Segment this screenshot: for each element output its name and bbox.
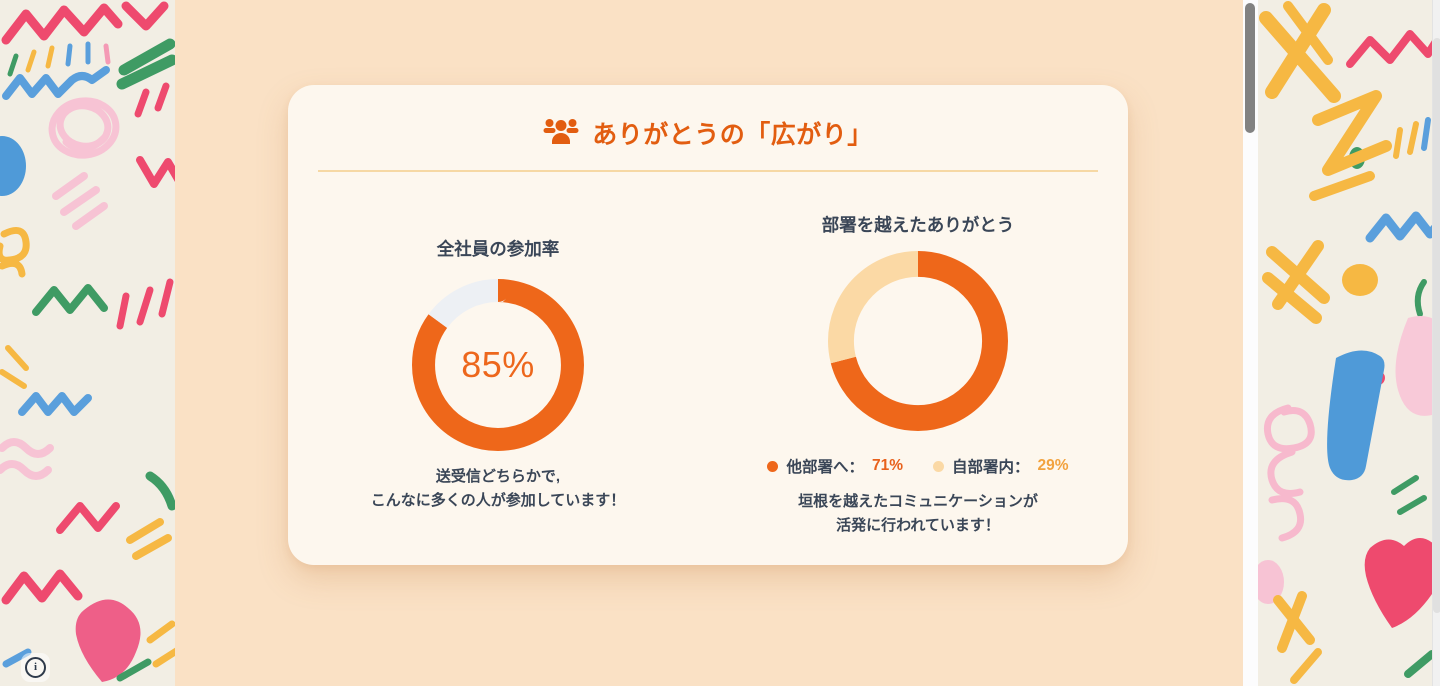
legend-label: 他部署へ： (786, 459, 864, 476)
legend-label: 自部署内： (952, 459, 1030, 476)
info-button[interactable]: i (21, 653, 50, 682)
donut-ring-cross-department (828, 251, 1008, 431)
outer-scrollbar-track[interactable] (1432, 0, 1440, 686)
legend-value: 29% (1037, 457, 1069, 474)
chart-title-cross-department: 部署を越えたありがとう (821, 215, 1015, 235)
page-title: ありがとうの「広がり」 (592, 121, 873, 149)
cross-department-chart-block: 部署を越えたありがとう 他部署へ： 71% 自部署内： 2 (708, 172, 1128, 538)
info-icon: i (25, 657, 46, 678)
caption-participation: 送受信どちらかで, こんなに多くの人が参加しています！ (370, 468, 626, 509)
donut-center-label: 85% (461, 344, 535, 385)
legend-dot-own-department (933, 460, 944, 472)
doodle-pattern-right (1258, 0, 1432, 686)
report-card: ありがとうの「広がり」 全社員の参加率 85% 送受信どちらかで, こんなに多く… (288, 85, 1128, 565)
chart-title-participation: 全社員の参加率 (436, 239, 560, 259)
legend-dot-other-departments (767, 460, 779, 472)
legend-value: 71% (871, 457, 903, 474)
doodle-art-left (0, 1, 175, 682)
groups-icon (543, 118, 579, 149)
doodle-art-right (1258, 1, 1432, 684)
doodle-pattern-left (0, 0, 175, 686)
donut-chart-participation: 85% (412, 279, 584, 451)
outer-scrollbar-thumb[interactable] (1433, 38, 1440, 613)
donut-ring-participation (412, 279, 584, 451)
card-header: ありがとうの「広がり」 (288, 85, 1128, 151)
donut-chart-cross-department (828, 251, 1008, 431)
participation-chart-block: 全社員の参加率 85% 送受信どちらかで, こんなに多くの人が参加しています！ (288, 172, 708, 538)
charts-row: 全社員の参加率 85% 送受信どちらかで, こんなに多くの人が参加しています！ … (288, 172, 1128, 538)
inner-scrollbar-track[interactable] (1243, 0, 1258, 686)
legend-item-other-departments: 他部署へ： 71% (767, 455, 903, 477)
chart-legend: 他部署へ： 71% 自部署内： 29% (767, 455, 1069, 477)
content-area: ありがとうの「広がり」 全社員の参加率 85% 送受信どちらかで, こんなに多く… (175, 0, 1243, 686)
caption-cross-department: 垣根を越えたコミュニケーションが 活発に行われています！ (798, 493, 1038, 534)
header-divider (318, 170, 1098, 172)
legend-item-own-department: 自部署内： 29% (933, 455, 1069, 477)
inner-scrollbar-thumb[interactable] (1245, 3, 1255, 133)
